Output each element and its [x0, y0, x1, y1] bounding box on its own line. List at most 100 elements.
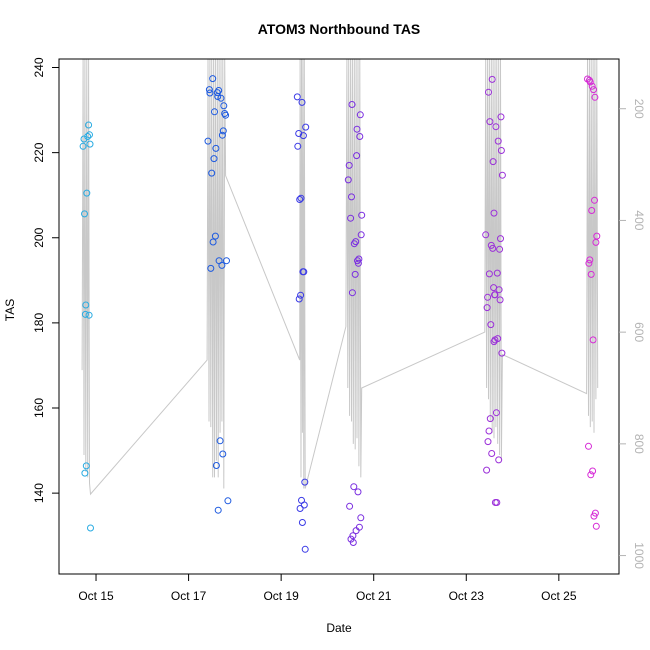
data-point: [302, 123, 310, 131]
data-point: [219, 127, 227, 135]
x-tick-label: Oct 23: [449, 589, 485, 603]
data-point: [489, 158, 497, 166]
data-point: [356, 133, 364, 140]
data-point: [585, 442, 592, 450]
data-point: [347, 214, 355, 222]
data-point: [495, 286, 503, 294]
data-point: [485, 270, 493, 278]
data-point: [217, 94, 225, 102]
data-point: [207, 264, 215, 272]
data-point: [494, 137, 502, 145]
data-point: [82, 301, 90, 309]
x-tick-label: Oct 17: [171, 589, 207, 603]
data-point: [497, 113, 505, 121]
data-point: [492, 123, 500, 131]
data-point: [301, 478, 309, 486]
data-point: [208, 169, 216, 177]
y-tick-label: 140: [32, 483, 46, 503]
x-axis-label: Date: [326, 621, 352, 635]
y-tick-label: 240: [32, 57, 46, 77]
y2-tick-label: 200: [632, 99, 646, 119]
data-point: [587, 270, 595, 278]
data-point: [352, 238, 360, 246]
data-point: [81, 210, 88, 218]
data-point: [85, 121, 93, 129]
data-point: [301, 545, 309, 553]
data-point: [209, 75, 217, 83]
data-point: [79, 142, 87, 150]
data-point: [586, 256, 594, 264]
altitude-line: [81, 58, 599, 496]
data-point: [485, 427, 493, 435]
data-point: [298, 519, 306, 526]
data-point: [297, 194, 305, 202]
plot-frame: [58, 58, 620, 575]
data-point: [348, 289, 356, 297]
data-point: [211, 232, 219, 240]
data-point: [497, 235, 504, 243]
data-point: [293, 93, 301, 101]
data-point: [206, 89, 214, 97]
data-point: [491, 291, 499, 299]
tas-points: [79, 75, 601, 553]
x-tick-label: Oct 19: [263, 589, 299, 603]
data-point: [210, 155, 218, 163]
data-point: [212, 144, 220, 152]
data-point: [592, 522, 600, 530]
data-point: [357, 514, 365, 522]
data-point: [591, 196, 598, 204]
data-point: [353, 152, 361, 160]
data-point: [85, 311, 93, 319]
data-point: [591, 93, 599, 101]
y2-tick-label: 800: [632, 434, 646, 454]
data-point: [218, 261, 226, 269]
data-point: [297, 291, 305, 299]
data-point: [490, 209, 498, 217]
data-point: [214, 506, 222, 514]
data-point: [492, 409, 500, 417]
x-axis: Oct 15 Oct 17 Oct 19 Oct 21 Oct 23 Oct 25: [78, 574, 577, 603]
data-point: [493, 269, 501, 277]
data-point: [496, 245, 504, 253]
data-point: [586, 78, 594, 86]
data-point: [355, 523, 363, 531]
data-point: [352, 527, 360, 535]
data-point: [488, 75, 496, 83]
data-point: [358, 211, 366, 219]
data-point: [487, 321, 495, 329]
data-point: [498, 349, 506, 357]
data-point: [482, 231, 490, 239]
data-point: [356, 111, 364, 119]
data-point: [204, 137, 212, 145]
data-point: [300, 268, 308, 276]
y-tick-label: 160: [32, 398, 46, 418]
y2-tick-label: 400: [632, 210, 646, 230]
data-point: [353, 125, 361, 133]
data-point: [294, 142, 302, 150]
data-point: [346, 502, 354, 510]
y-axis-left: 140 160 180 200 220 240: [32, 57, 59, 503]
data-point: [86, 131, 93, 139]
data-point: [224, 497, 232, 505]
data-point: [220, 102, 228, 110]
data-point: [587, 471, 595, 479]
data-point: [588, 207, 596, 214]
data-point: [483, 304, 491, 312]
data-point: [496, 296, 504, 304]
y-axis-right: 200 400 600 800 1000: [619, 99, 646, 569]
chart-title: ATOM3 Northbound TAS: [258, 21, 421, 37]
data-point: [296, 196, 304, 203]
data-point: [355, 255, 363, 263]
data-point: [354, 259, 362, 267]
data-point: [218, 131, 226, 139]
data-point: [494, 335, 502, 343]
x-tick-label: Oct 21: [356, 589, 392, 603]
y2-tick-label: 1000: [632, 542, 646, 569]
data-point: [590, 86, 597, 94]
data-point: [498, 171, 506, 179]
data-point: [588, 82, 596, 90]
data-point: [222, 111, 230, 119]
data-point: [589, 467, 597, 475]
data-point: [484, 438, 492, 446]
